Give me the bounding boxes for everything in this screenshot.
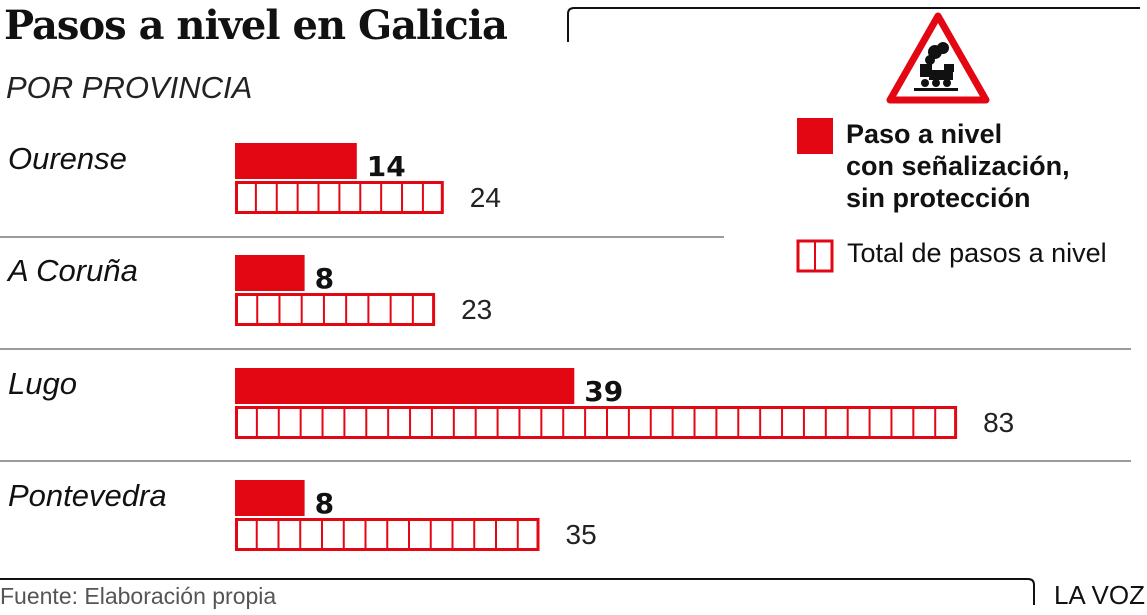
- value-label-signalled-pontevedra: 8: [315, 487, 334, 520]
- header-bracket-line: [567, 7, 1140, 42]
- value-label-signalled-a-coruna: 8: [315, 262, 334, 295]
- legend-label-total: Total de pasos a nivel: [847, 238, 1107, 268]
- bar-total-a-coruna: [235, 293, 436, 326]
- legend-swatch-signalled: [797, 118, 833, 154]
- brand-logo: LA VOZ: [1053, 580, 1145, 610]
- bar-signalled-lugo: [235, 368, 575, 404]
- legend-label-signalled-line-2: con señalización,: [846, 151, 1070, 181]
- legend-label-signalled-line-1: Paso a nivel: [846, 119, 1003, 149]
- chart-subtitle: POR PROVINCIA: [6, 70, 253, 105]
- value-label-signalled-ourense: 14: [367, 150, 406, 183]
- category-label-lugo: Lugo: [8, 366, 77, 401]
- legend-label-signalled-line-3: sin protección: [846, 183, 1031, 213]
- legend-label-signalled: Paso a nivel con señalización, sin prote…: [846, 118, 1070, 214]
- bar-signalled-pontevedra: [235, 480, 305, 516]
- bar-signalled-a-coruna: [235, 255, 305, 291]
- value-label-total-pontevedra: 35: [566, 519, 597, 550]
- bar-signalled-ourense: [235, 143, 357, 179]
- value-label-total-a-coruna: 23: [461, 294, 492, 325]
- plot-area: Ourense 14 24 A Coruña 8 23 Lugo 39 83 Pontevedra…: [0, 141, 1131, 551]
- category-label-a-coruna: A Coruña: [6, 253, 138, 288]
- value-label-signalled-lugo: 39: [584, 375, 623, 408]
- bar-total-lugo: [235, 406, 958, 439]
- value-label-total-ourense: 24: [470, 182, 501, 213]
- category-label-ourense: Ourense: [8, 141, 127, 176]
- page-title: Pasos a nivel en Galicia: [4, 2, 508, 49]
- railway-crossing-sign-icon: [886, 12, 990, 104]
- footer-bracket-line: [0, 578, 1035, 605]
- legend-swatch-total: [796, 239, 834, 273]
- category-label-pontevedra: Pontevedra: [8, 478, 167, 513]
- source-note: Fuente: Elaboración propia: [0, 583, 277, 609]
- value-label-total-lugo: 83: [983, 407, 1014, 438]
